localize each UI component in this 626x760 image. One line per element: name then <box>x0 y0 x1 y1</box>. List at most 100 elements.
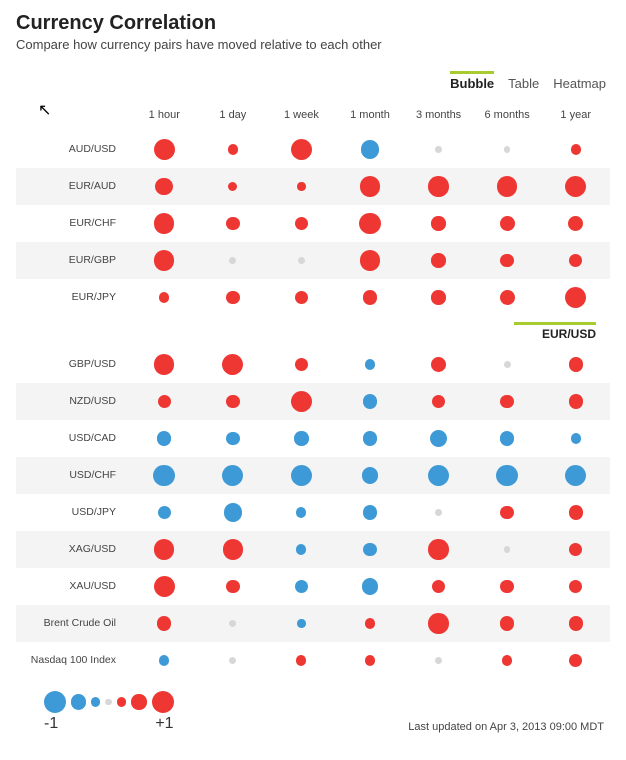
bubble-cell[interactable] <box>473 616 542 630</box>
row-label[interactable]: Nasdaq 100 Index <box>16 654 130 666</box>
bubble-cell[interactable] <box>541 616 610 630</box>
bubble-cell[interactable] <box>336 359 405 369</box>
bubble-cell[interactable] <box>336 505 405 519</box>
row-label[interactable]: USD/JPY <box>16 506 130 518</box>
bubble-cell[interactable] <box>199 432 268 446</box>
bubble-cell[interactable] <box>473 216 542 231</box>
bubble-cell[interactable] <box>336 543 405 557</box>
bubble-cell[interactable] <box>130 250 199 270</box>
bubble-cell[interactable] <box>130 178 199 196</box>
row-label[interactable]: EUR/CHF <box>16 217 130 229</box>
bubble-cell[interactable] <box>130 292 199 302</box>
row-label[interactable]: Brent Crude Oil <box>16 617 130 629</box>
bubble-cell[interactable] <box>404 290 473 304</box>
bubble-cell[interactable] <box>130 465 199 487</box>
bubble-cell[interactable] <box>541 216 610 231</box>
bubble-cell[interactable] <box>404 176 473 196</box>
bubble-cell[interactable] <box>130 539 199 559</box>
bubble-cell[interactable] <box>336 213 405 234</box>
bubble-cell[interactable] <box>541 580 610 594</box>
bubble-cell[interactable] <box>473 176 542 196</box>
col-header[interactable]: 1 week <box>267 103 336 131</box>
bubble-cell[interactable] <box>199 257 268 264</box>
bubble-cell[interactable] <box>473 290 542 305</box>
bubble-cell[interactable] <box>267 655 336 665</box>
bubble-cell[interactable] <box>404 465 473 487</box>
bubble-cell[interactable] <box>267 619 336 627</box>
bubble-cell[interactable] <box>336 176 405 196</box>
bubble-cell[interactable] <box>404 509 473 516</box>
bubble-cell[interactable] <box>404 430 473 448</box>
bubble-cell[interactable] <box>336 578 405 595</box>
row-label[interactable]: NZD/USD <box>16 395 130 407</box>
bubble-cell[interactable] <box>267 465 336 486</box>
col-header[interactable]: 1 hour <box>130 103 199 131</box>
bubble-cell[interactable] <box>404 146 473 153</box>
bubble-cell[interactable] <box>199 182 268 191</box>
bubble-cell[interactable] <box>130 354 199 374</box>
bubble-cell[interactable] <box>199 395 268 409</box>
bubble-cell[interactable] <box>404 395 473 409</box>
bubble-cell[interactable] <box>336 467 405 484</box>
bubble-cell[interactable] <box>404 253 473 267</box>
bubble-cell[interactable] <box>199 291 268 305</box>
bubble-cell[interactable] <box>541 176 610 197</box>
row-label[interactable]: EUR/AUD <box>16 180 130 192</box>
bubble-cell[interactable] <box>199 465 268 486</box>
bubble-cell[interactable] <box>336 250 405 270</box>
bubble-cell[interactable] <box>404 657 473 664</box>
bubble-cell[interactable] <box>267 507 336 517</box>
bubble-cell[interactable] <box>404 216 473 230</box>
bubble-cell[interactable] <box>404 357 473 372</box>
bubble-cell[interactable] <box>267 544 336 554</box>
bubble-cell[interactable] <box>473 506 542 520</box>
bubble-cell[interactable] <box>541 543 610 557</box>
bubble-cell[interactable] <box>130 616 199 630</box>
row-label[interactable]: USD/CHF <box>16 469 130 481</box>
bubble-cell[interactable] <box>541 505 610 519</box>
bubble-cell[interactable] <box>541 465 610 486</box>
bubble-cell[interactable] <box>267 391 336 412</box>
row-label[interactable]: EUR/JPY <box>16 291 130 303</box>
bubble-cell[interactable] <box>336 140 405 159</box>
bubble-cell[interactable] <box>199 354 268 375</box>
bubble-cell[interactable] <box>473 254 542 268</box>
bubble-cell[interactable] <box>473 431 542 445</box>
bubble-cell[interactable] <box>404 613 473 633</box>
bubble-cell[interactable] <box>336 290 405 304</box>
bubble-cell[interactable] <box>267 257 336 264</box>
bubble-cell[interactable] <box>541 254 610 268</box>
bubble-cell[interactable] <box>541 357 610 371</box>
bubble-cell[interactable] <box>404 539 473 559</box>
tab-table[interactable]: Table <box>508 74 539 93</box>
bubble-cell[interactable] <box>130 576 199 597</box>
bubble-cell[interactable] <box>541 654 610 668</box>
bubble-cell[interactable] <box>199 503 268 522</box>
bubble-cell[interactable] <box>473 465 542 487</box>
bubble-cell[interactable] <box>199 539 268 559</box>
row-label[interactable]: XAG/USD <box>16 543 130 555</box>
bubble-cell[interactable] <box>267 182 336 190</box>
col-header[interactable]: 1 year <box>541 103 610 131</box>
row-label[interactable]: USD/CAD <box>16 432 130 444</box>
bubble-cell[interactable] <box>267 580 336 594</box>
bubble-cell[interactable] <box>404 580 473 594</box>
bubble-cell[interactable] <box>267 139 336 160</box>
row-label[interactable]: XAU/USD <box>16 580 130 592</box>
bubble-cell[interactable] <box>336 655 405 665</box>
bubble-cell[interactable] <box>541 144 610 154</box>
col-header[interactable]: 6 months <box>473 103 542 131</box>
bubble-cell[interactable] <box>336 618 405 628</box>
col-header[interactable]: 3 months <box>404 103 473 131</box>
bubble-cell[interactable] <box>473 361 542 368</box>
bubble-cell[interactable] <box>541 433 610 443</box>
row-label[interactable]: GBP/USD <box>16 358 130 370</box>
bubble-cell[interactable] <box>473 580 542 594</box>
col-header[interactable]: 1 month <box>336 103 405 131</box>
tab-bubble[interactable]: Bubble <box>450 71 494 93</box>
bubble-cell[interactable] <box>199 217 268 231</box>
selected-pair-label[interactable]: EUR/USD <box>514 322 596 341</box>
bubble-cell[interactable] <box>199 580 268 594</box>
bubble-cell[interactable] <box>130 431 199 445</box>
bubble-cell[interactable] <box>473 546 542 553</box>
